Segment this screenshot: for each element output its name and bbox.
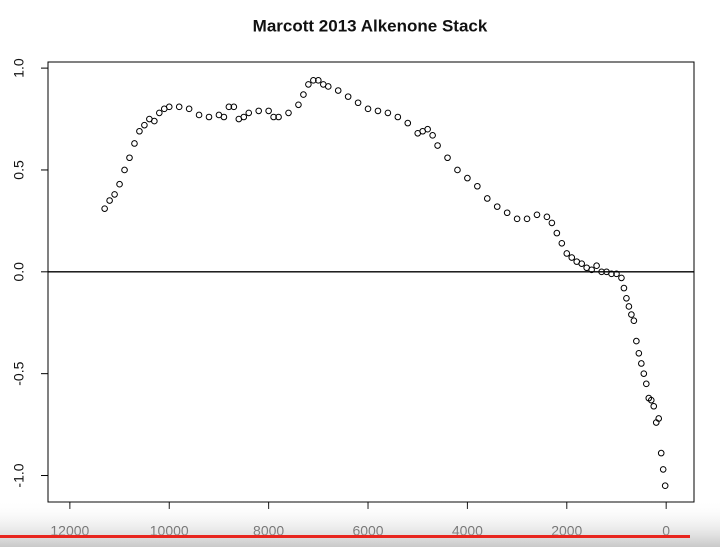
data-point [245,109,253,117]
data-point [175,103,183,111]
data-point [265,107,272,115]
data-point [185,105,193,113]
data-point [354,99,362,107]
data-point [334,87,342,94]
data-point [136,127,143,135]
data-point [106,197,113,204]
data-point [195,111,203,119]
data-point [630,317,638,325]
data-point [444,154,451,162]
progress-bar [0,535,690,538]
data-point [310,77,317,84]
data-point [285,109,292,117]
data-point [364,105,372,113]
video-overlay [0,500,720,547]
data-point [126,154,133,162]
data-point [225,103,233,111]
data-point [548,219,556,227]
data-point [558,239,566,247]
data-point [255,107,262,115]
data-point [533,211,541,219]
data-point [315,77,322,84]
data-point [523,215,531,223]
data-point [394,113,402,121]
data-point [404,119,412,127]
data-point [642,380,650,388]
data-point [270,113,277,121]
data-point [434,142,441,149]
data-point [578,260,585,267]
data-point [384,109,392,117]
data-point [429,132,436,139]
data-point [464,174,471,182]
data-point [608,270,615,278]
data-point [625,303,633,310]
data-point [101,205,108,212]
data-point [647,396,655,404]
data-point [275,113,282,121]
data-point [374,107,382,115]
data-point [628,311,635,318]
data-point [324,83,332,90]
data-point [156,109,163,117]
data-point [121,166,128,174]
data-point [151,117,158,125]
data-point [131,140,138,147]
data-point [553,229,561,237]
data-point [230,103,238,111]
data-point [295,101,302,109]
data-point [618,274,625,282]
y-tick-label: 1.0 [11,58,27,78]
data-point [300,91,307,98]
data-point [568,254,576,261]
data-point [513,215,521,223]
data-point [240,113,248,121]
data-point [655,415,663,422]
data-point [165,103,173,111]
data-point [623,294,630,302]
data-point [598,268,605,276]
data-point [503,209,511,217]
data-point [657,449,665,457]
data-point [661,482,669,490]
y-tick-label: 0.0 [11,262,27,282]
data-point [635,349,643,357]
data-point [205,113,213,121]
data-point [640,370,648,377]
data-point [116,180,123,188]
data-point [563,250,571,257]
y-tick-label: -0.5 [11,361,27,385]
data-point [613,270,620,278]
data-point [141,121,148,129]
data-point [593,262,600,270]
data-point [344,93,352,100]
data-point [493,203,501,210]
y-tick-label: 0.5 [11,160,27,180]
data-point [633,337,640,345]
chart-title: Marcott 2013 Alkenone Stack [253,16,488,35]
data-point [650,402,658,410]
data-point [454,166,461,174]
data-point [659,466,667,473]
data-point [543,213,551,221]
data-point [424,125,431,133]
data-point [620,284,628,292]
data-point [638,360,645,367]
data-point [483,195,491,202]
plot-layer: -1.0-0.50.00.51.012000100008000600040002… [11,58,694,539]
data-point [220,113,228,121]
data-point [305,81,312,88]
data-point [111,191,118,198]
data-point [474,182,481,190]
data-point [588,266,595,274]
y-tick-label: -1.0 [11,463,27,487]
